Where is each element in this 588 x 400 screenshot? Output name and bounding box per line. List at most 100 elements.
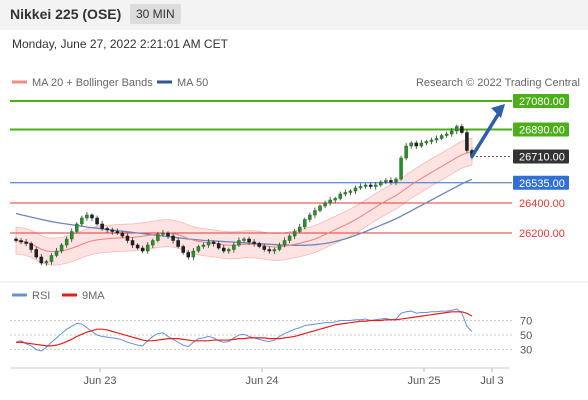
candle-body-84	[439, 135, 444, 139]
candle-body-0	[14, 238, 18, 241]
candle-body-44	[237, 240, 241, 246]
candle-body-18	[105, 228, 109, 231]
candle-body-88	[460, 126, 464, 133]
candle-body-39	[211, 241, 216, 244]
candle-body-14	[85, 214, 89, 219]
candle-body-1	[19, 240, 23, 243]
candle-body-75	[394, 178, 398, 183]
bollinger-band	[15, 137, 473, 266]
candle-body-62	[328, 199, 332, 204]
level-label-box-0	[513, 94, 569, 108]
timestamp: Monday, June 27, 2022 2:21:01 AM CET	[12, 37, 228, 51]
candle-body-29	[161, 232, 165, 235]
candle-body-34	[186, 252, 191, 258]
candle-body-13	[80, 217, 84, 225]
candle-body-77	[404, 145, 408, 159]
x-axis: Jun 23 Jun 24 Jun 25 Jul 3	[83, 368, 504, 387]
candle-body-81	[424, 141, 429, 144]
candle-body-47	[252, 241, 256, 244]
candle-body-16	[95, 217, 99, 225]
level-label-box-3	[513, 175, 569, 190]
candle-body-48	[257, 243, 261, 247]
legend-rsi-label: RSI	[32, 290, 50, 302]
candle-body-31	[171, 235, 175, 241]
x-tick-label-3: Jul 3	[480, 375, 503, 387]
level-label-3: 26535.00	[519, 178, 565, 190]
candle-body-50	[267, 249, 272, 252]
candle-body-37	[201, 244, 206, 247]
x-tick-label-0: Jun 23	[83, 375, 116, 387]
instrument-title: Nikkei 225 (OSE)	[10, 6, 122, 22]
candle-body-32	[176, 240, 180, 247]
candle-body-38	[206, 241, 211, 246]
candle-body-45	[242, 238, 246, 241]
candle-body-5	[39, 256, 44, 264]
candle-body-78	[409, 142, 413, 147]
candle-body-11	[69, 231, 74, 240]
candlesticks	[14, 124, 474, 266]
candle-body-59	[313, 210, 317, 216]
forecast-arrow-head	[491, 104, 505, 118]
bollinger-band-fill	[15, 137, 473, 266]
timeframe-badge[interactable]: 30 MIN	[130, 4, 181, 24]
candle-body-83	[434, 138, 439, 141]
candle-body-30	[166, 232, 170, 237]
candle-body-23	[130, 240, 135, 246]
candle-body-52	[277, 244, 282, 250]
level-label-1: 26890.00	[519, 125, 565, 137]
legend-bollinger-label: MA 20 + Bollinger Bands	[32, 77, 153, 89]
candle-body-56	[297, 226, 302, 232]
candle-body-22	[125, 235, 130, 241]
forecast-arrow-shaft	[470, 111, 501, 159]
candle-body-73	[384, 180, 388, 183]
candle-body-53	[282, 240, 287, 246]
candle-body-46	[247, 238, 251, 243]
price-levels	[10, 100, 512, 234]
candle-body-55	[292, 231, 297, 237]
legend-9ma-label: 9MA	[82, 290, 105, 302]
candle-body-40	[216, 243, 221, 249]
candle-body-21	[120, 232, 125, 237]
candle-body-41	[221, 247, 226, 252]
level-label-5: 26200.00	[519, 228, 565, 240]
candle-body-80	[419, 142, 424, 147]
candle-body-28	[156, 234, 160, 241]
candle-body-49	[262, 246, 267, 250]
candle-body-20	[115, 231, 120, 234]
candle-body-36	[196, 246, 201, 252]
candle-body-12	[75, 223, 79, 232]
candle-body-57	[303, 219, 307, 228]
candle-body-64	[338, 193, 343, 199]
candle-body-87	[455, 126, 459, 132]
candle-body-74	[389, 180, 393, 183]
candle-body-69	[363, 184, 368, 187]
level-label-2: 26710.00	[519, 152, 565, 164]
candle-body-86	[449, 130, 454, 135]
candle-body-26	[145, 244, 150, 252]
x-tick-label-1: Jun 24	[245, 375, 278, 387]
rsi-level-label-1: 50	[520, 330, 532, 342]
candle-body-35	[191, 250, 196, 258]
candle-body-65	[343, 192, 348, 195]
candle-body-8	[54, 250, 59, 256]
candle-body-15	[90, 214, 94, 219]
candle-body-85	[444, 133, 449, 136]
candle-body-6	[44, 261, 49, 264]
candle-body-63	[333, 198, 337, 201]
candle-body-82	[429, 139, 434, 142]
x-tick-label-2: Jun 25	[407, 375, 440, 387]
candle-body-58	[308, 214, 312, 220]
level-label-4: 26400.00	[519, 198, 565, 210]
legend-ma50-label: MA 50	[177, 77, 208, 89]
rsi-level-label-2: 30	[520, 345, 532, 357]
rsi-ma9-line	[16, 311, 473, 347]
level-label-box-2	[513, 149, 569, 164]
level-label-box-1	[513, 122, 569, 137]
candle-body-66	[348, 190, 353, 193]
candle-body-67	[353, 187, 358, 192]
candle-body-25	[140, 247, 145, 252]
candle-body-9	[59, 244, 64, 252]
candle-body-10	[64, 238, 69, 246]
level-label-0: 27080.00	[519, 96, 565, 108]
candle-body-72	[379, 181, 383, 186]
